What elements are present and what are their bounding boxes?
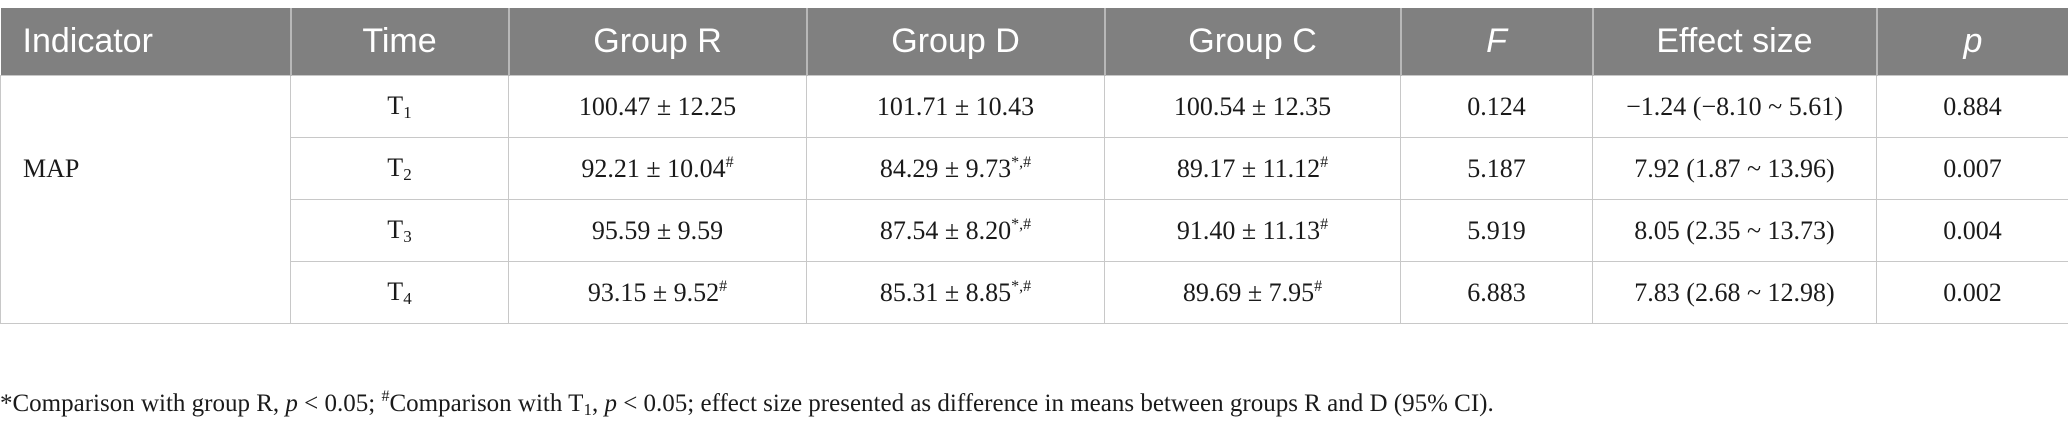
cell-group-r: 93.15 ± 9.52# [508,261,807,324]
cell-group-r: 95.59 ± 9.59 [508,199,807,262]
footnote-text-3: Comparison with T [389,390,584,417]
cell-indicator: MAP [0,137,291,200]
cell-value: 87.54 ± 8.20 [879,215,1012,245]
footnote-t-sub: 1 [583,400,592,419]
cell-group-c: 89.69 ± 7.95# [1104,261,1401,324]
footnote-text-5: < 0.05; effect size presented as differe… [616,390,1494,417]
time-subscript: 3 [403,226,412,246]
significance-marker: # [1314,277,1323,295]
cell-group-r: 100.47 ± 12.25 [508,75,807,138]
cell-p: 0.884 [1876,75,2068,138]
cell-value: 89.69 ± 7.95 [1182,277,1315,307]
cell-f: 5.187 [1400,137,1593,200]
significance-marker: *,# [1011,215,1032,233]
cell-time: T2 [290,137,509,200]
table-row: T3 95.59 ± 9.59 87.54 ± 8.20*,# 91.40 ± 11.… [0,199,2068,262]
time-label: T [387,214,404,244]
footnote-p-2: p [604,390,617,417]
header-time: Time [289,8,509,76]
footnote-hash: # [381,388,390,405]
cell-time: T4 [290,261,509,324]
time-subscript: 4 [403,288,412,308]
cell-group-c: 100.54 ± 12.35 [1104,75,1401,138]
header-effect-size: Effect size [1591,8,1877,76]
time-subscript: 2 [403,164,412,184]
time-label: T [387,152,404,182]
cell-indicator [0,75,291,138]
header-group-c: Group C [1103,8,1401,76]
time-label: T [387,276,404,306]
cell-f: 5.919 [1400,199,1593,262]
significance-marker: # [719,277,728,295]
cell-group-d: 87.54 ± 8.20*,# [806,199,1105,262]
footnote-text-2: < 0.05; [297,390,382,417]
cell-f: 6.883 [1400,261,1593,324]
header-f: F [1399,8,1593,76]
cell-value: 84.29 ± 9.73 [879,153,1012,183]
header-group-r: Group R [507,8,807,76]
data-table-container: Indicator Time Group R Group D Group C F… [0,8,2068,324]
cell-value: 95.59 ± 9.59 [591,215,724,245]
cell-effect-size: 8.05 (2.35 ~ 13.73) [1592,199,1877,262]
cell-value: 92.21 ± 10.04 [581,153,726,183]
cell-effect-size: 7.92 (1.87 ~ 13.96) [1592,137,1877,200]
cell-group-c: 89.17 ± 11.12# [1104,137,1401,200]
cell-value: 101.71 ± 10.43 [876,91,1035,121]
cell-value: 100.47 ± 12.25 [578,91,737,121]
results-table: Indicator Time Group R Group D Group C F… [0,8,2068,324]
cell-value: 100.54 ± 12.35 [1173,91,1332,121]
footnote-star: * [0,390,13,417]
time-label: T [387,90,404,120]
table-row: T1 100.47 ± 12.25 101.71 ± 10.43 100.54 ± 1… [0,75,2068,138]
cell-p: 0.007 [1876,137,2068,200]
significance-marker: # [725,153,734,171]
footnote-p-1: p [285,390,298,417]
footnote-text-1: Comparison with group R, [12,390,286,417]
cell-value: 91.40 ± 11.13 [1176,215,1321,245]
significance-marker: # [1320,215,1329,233]
cell-p: 0.004 [1876,199,2068,262]
significance-marker: # [1320,153,1329,171]
footnote-text-4: , [591,390,605,417]
cell-time: T1 [290,75,509,138]
table-row: T4 93.15 ± 9.52# 85.31 ± 8.85*,# 89.69 ± 7.… [0,261,2068,324]
header-p: p [1875,8,2068,76]
cell-indicator [0,199,291,262]
cell-group-d: 84.29 ± 9.73*,# [806,137,1105,200]
cell-time: T3 [290,199,509,262]
significance-marker: *,# [1011,277,1032,295]
cell-value: 85.31 ± 8.85 [879,277,1012,307]
cell-indicator [0,261,291,324]
cell-effect-size: −1.24 (−8.10 ~ 5.61) [1592,75,1877,138]
header-group-d: Group D [805,8,1105,76]
table-row: MAP T2 92.21 ± 10.04# 84.29 ± 9.73*,# 89.17 … [0,137,2068,200]
header-row: Indicator Time Group R Group D Group C F… [0,8,2068,76]
cell-f: 0.124 [1400,75,1593,138]
cell-p: 0.002 [1876,261,2068,324]
table-footnote: *Comparison with group R, p < 0.05; #Com… [0,388,2068,420]
cell-group-c: 91.40 ± 11.13# [1104,199,1401,262]
header-indicator: Indicator [0,8,291,76]
cell-group-d: 101.71 ± 10.43 [806,75,1105,138]
cell-value: 93.15 ± 9.52 [587,277,720,307]
significance-marker: *,# [1011,153,1032,171]
cell-effect-size: 7.83 (2.68 ~ 12.98) [1592,261,1877,324]
cell-value: 89.17 ± 11.12 [1176,153,1321,183]
cell-group-d: 85.31 ± 8.85*,# [806,261,1105,324]
time-subscript: 1 [403,102,412,122]
cell-group-r: 92.21 ± 10.04# [508,137,807,200]
